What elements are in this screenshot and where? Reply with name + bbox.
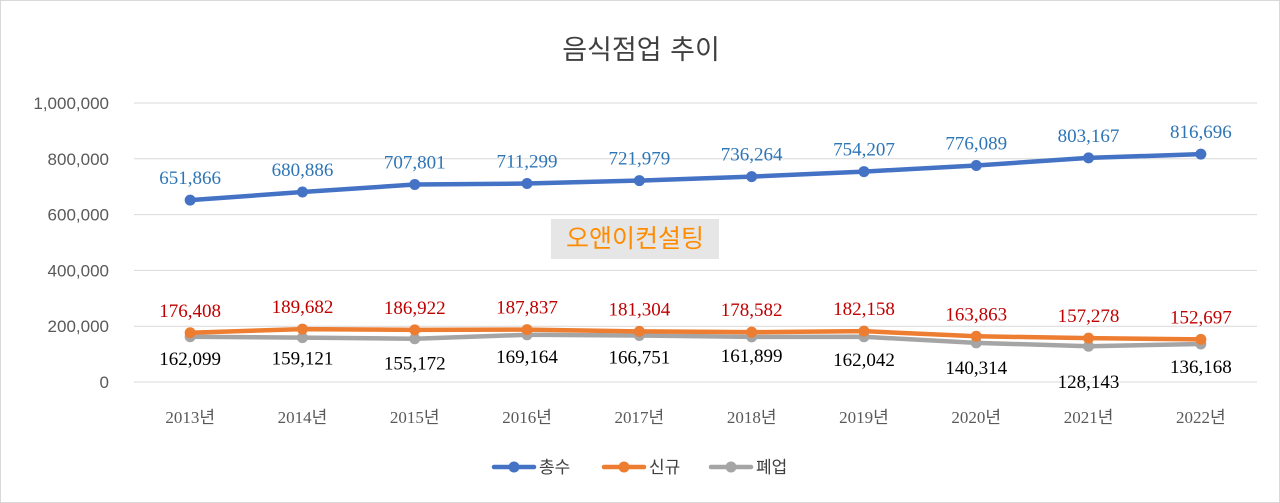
- legend: 총수 신규 폐업: [491, 458, 787, 478]
- data-label: 169,164: [496, 347, 558, 368]
- data-label: 157,278: [1058, 306, 1120, 327]
- data-label: 161,899: [721, 346, 783, 367]
- data-label: 159,121: [272, 349, 334, 370]
- legend-swatch-marker: [618, 461, 630, 473]
- data-label: 776,089: [945, 133, 1007, 154]
- legend-swatch-marker: [725, 461, 737, 473]
- data-point: [184, 194, 196, 206]
- legend-swatch-marker: [508, 461, 520, 473]
- data-label: 721,979: [608, 149, 670, 170]
- data-label: 176,408: [159, 301, 221, 322]
- data-label: 651,866: [159, 168, 221, 189]
- x-tick-label: 2021년: [1064, 408, 1114, 427]
- data-label: 181,304: [608, 299, 670, 320]
- data-label: 178,582: [721, 300, 783, 321]
- data-label: 182,158: [833, 299, 895, 320]
- x-tick-label: 2016년: [502, 408, 552, 427]
- data-label: 707,801: [384, 153, 446, 174]
- data-point: [633, 325, 645, 337]
- data-label: 128,143: [1058, 372, 1120, 393]
- data-point: [1083, 332, 1095, 344]
- grid-lines: [134, 102, 1257, 383]
- data-point: [521, 324, 533, 336]
- data-label: 187,837: [496, 298, 558, 319]
- data-label: 140,314: [945, 358, 1007, 379]
- y-tick-label: 200,000: [48, 317, 109, 336]
- data-point: [858, 166, 870, 178]
- data-point: [746, 171, 758, 183]
- data-label: 189,682: [272, 297, 334, 318]
- x-tick-label: 2020년: [951, 408, 1001, 427]
- data-point: [1083, 152, 1095, 164]
- data-label: 162,042: [833, 350, 895, 371]
- data-label: 186,922: [384, 298, 446, 319]
- x-tick-label: 2022년: [1176, 408, 1226, 427]
- y-tick-label: 0: [100, 373, 109, 392]
- watermark-text: 오앤이컨설팅: [551, 219, 719, 259]
- series-line-0: [187, 151, 1204, 203]
- data-point: [970, 330, 982, 342]
- data-point: [858, 325, 870, 337]
- series-line-1: [187, 326, 1204, 342]
- y-axis-ticks: 0 200,000 400,000 600,000 800,000 1,000,000: [33, 94, 109, 392]
- data-point: [296, 323, 308, 335]
- x-tick-label: 2017년: [615, 408, 665, 427]
- data-label: 736,264: [721, 145, 783, 166]
- legend-entry-label: 총수: [539, 458, 570, 478]
- data-label: 816,696: [1170, 122, 1232, 143]
- data-point: [521, 178, 533, 190]
- y-tick-label: 1,000,000: [33, 94, 109, 113]
- data-label: 155,172: [384, 354, 446, 375]
- data-point: [1195, 333, 1207, 345]
- series-lines: [184, 148, 1207, 352]
- data-label: 166,751: [608, 347, 670, 368]
- data-labels: 651,866 680,886 707,801 711,299 721,979 736,2…: [159, 122, 1231, 393]
- data-point: [409, 324, 421, 336]
- x-tick-label: 2018년: [727, 408, 777, 427]
- data-point: [296, 186, 308, 198]
- x-tick-label: 2015년: [390, 408, 440, 427]
- data-point: [1195, 148, 1207, 160]
- data-label: 162,099: [159, 349, 221, 370]
- y-tick-label: 600,000: [48, 206, 109, 225]
- legend-entry-label: 신규: [649, 458, 680, 478]
- y-tick-label: 400,000: [48, 261, 109, 280]
- data-point: [746, 326, 758, 338]
- legend-entry-label: 폐업: [756, 458, 787, 478]
- x-tick-label: 2019년: [839, 408, 889, 427]
- data-label: 711,299: [497, 152, 558, 173]
- data-label: 136,168: [1170, 357, 1232, 378]
- data-label: 803,167: [1058, 126, 1120, 147]
- data-point: [409, 333, 421, 345]
- data-point: [184, 327, 196, 339]
- data-point: [633, 175, 645, 187]
- data-label: 754,207: [833, 140, 895, 161]
- data-label: 163,863: [945, 304, 1007, 325]
- x-tick-label: 2014년: [278, 408, 328, 427]
- data-point: [970, 159, 982, 171]
- data-label: 152,697: [1170, 307, 1232, 328]
- y-tick-label: 800,000: [48, 150, 109, 169]
- x-tick-label: 2013년: [165, 408, 215, 427]
- data-point: [296, 332, 308, 344]
- chart-title: 음식점업 추이: [562, 35, 720, 66]
- x-axis-ticks: 2013년 2014년 2015년 2016년 2017년 2018년 2019년 2020년…: [165, 408, 1225, 427]
- data-point: [1083, 340, 1095, 352]
- data-point: [409, 179, 421, 191]
- series-line-2: [187, 332, 1204, 349]
- data-label: 680,886: [272, 160, 334, 181]
